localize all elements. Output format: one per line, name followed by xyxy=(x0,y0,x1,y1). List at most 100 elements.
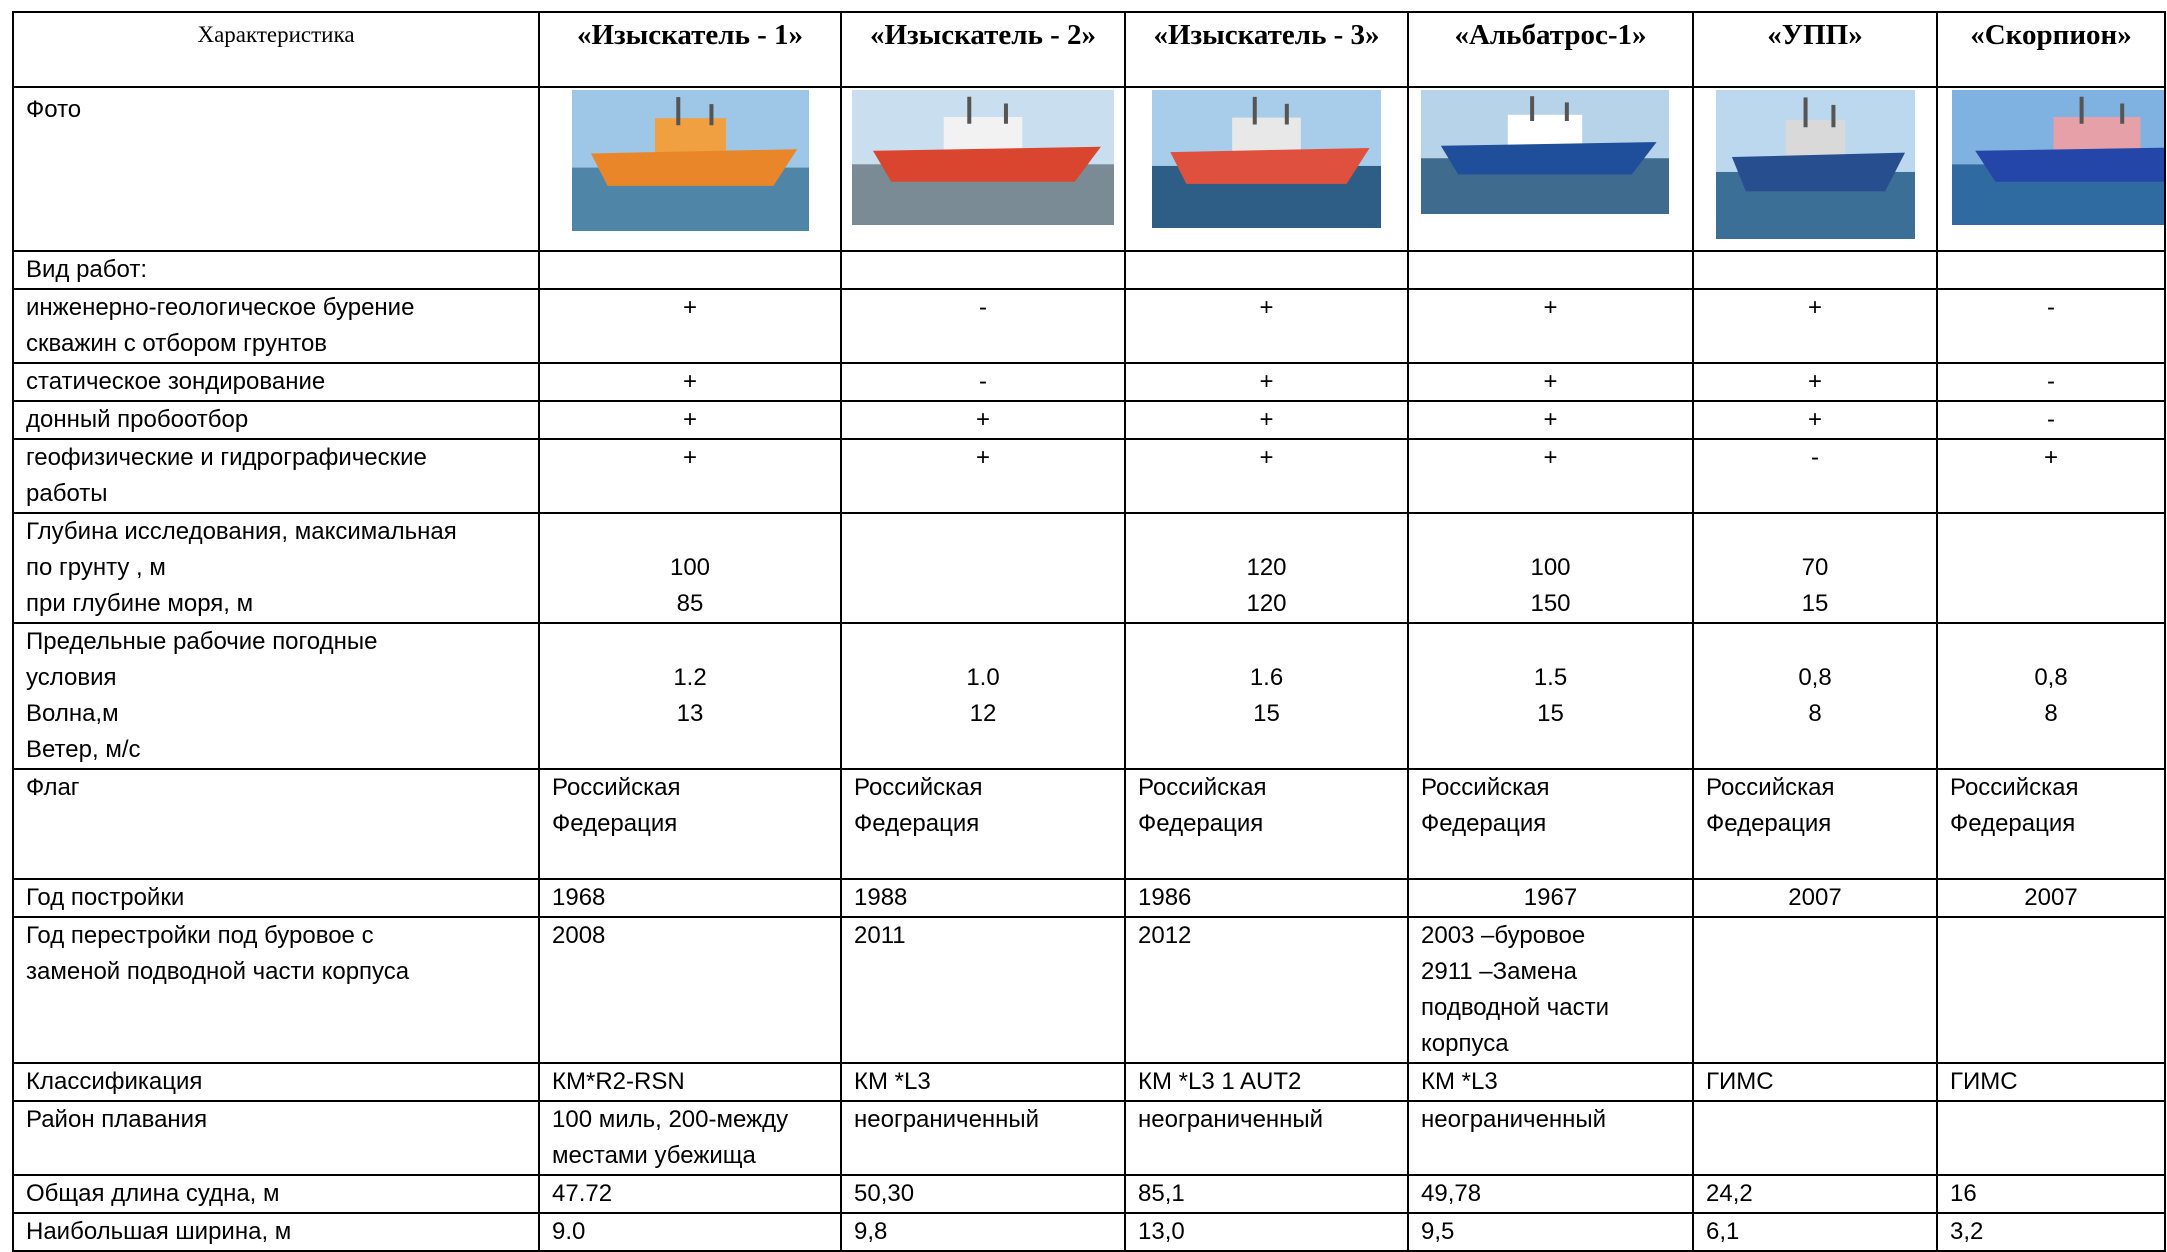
cell: ГИМС xyxy=(1937,1063,2165,1101)
cell: 2007 xyxy=(1693,879,1937,917)
cell: + xyxy=(1693,401,1937,439)
cell: + xyxy=(841,439,1125,513)
photo-row: Фото xyxy=(13,87,2165,251)
cell-line: Российская xyxy=(552,770,828,806)
cell-line: Глубина исследования, максимальная xyxy=(26,514,526,550)
cell xyxy=(1937,917,2165,1063)
cell-line: 1.0 xyxy=(854,660,1112,696)
cell-line: 100 xyxy=(552,550,828,586)
cell xyxy=(1693,1101,1937,1175)
cell-line: Федерация xyxy=(552,806,828,842)
ship-photo xyxy=(1952,90,2165,225)
cell-line: Год перестройки под буровое с xyxy=(26,918,526,954)
photo-cell xyxy=(1408,87,1693,251)
column-header: «Альбатрос-1» xyxy=(1408,12,1693,87)
cell: + xyxy=(1408,363,1693,401)
page: {"header": ["Характеристика", "«Изыскате… xyxy=(0,0,2167,1230)
cell-line: Российская xyxy=(1950,770,2152,806)
cell: неограниченный xyxy=(841,1101,1125,1175)
cell xyxy=(1937,1101,2165,1175)
cell-line: 100 xyxy=(1421,550,1680,586)
cell xyxy=(1693,251,1937,289)
cell: - xyxy=(841,363,1125,401)
cell: + xyxy=(1693,289,1937,363)
cell: КМ *L3 1 AUT2 xyxy=(1125,1063,1408,1101)
cell-line: 120 xyxy=(1138,586,1395,622)
cell: 9.0 xyxy=(539,1213,841,1251)
cell-line: Федерация xyxy=(1421,806,1680,842)
cell: + xyxy=(1408,289,1693,363)
cell xyxy=(539,251,841,289)
cell: - xyxy=(1693,439,1937,513)
row-label: Фото xyxy=(13,87,539,251)
cell-line: 150 xyxy=(1421,586,1680,622)
cell-line: 15 xyxy=(1421,696,1680,732)
cell-line: скважин с отбором грунтов xyxy=(26,326,526,362)
cell-line: заменой подводной части корпуса xyxy=(26,954,526,990)
cell: 1967 xyxy=(1408,879,1693,917)
cell xyxy=(841,513,1125,623)
table-row: донный пробоотбор+++++- xyxy=(13,401,2165,439)
cell-line: Предельные рабочие погодные xyxy=(26,624,526,660)
cell: 6,1 xyxy=(1693,1213,1937,1251)
row-label: Район плавания xyxy=(13,1101,539,1175)
cell: 47.72 xyxy=(539,1175,841,1213)
cell xyxy=(1408,251,1693,289)
cell: 16 xyxy=(1937,1175,2165,1213)
cell: 24,2 xyxy=(1693,1175,1937,1213)
ship-photo xyxy=(1716,90,1915,239)
cell xyxy=(1937,513,2165,623)
cell: 1988 xyxy=(841,879,1125,917)
cell: 1968 xyxy=(539,879,841,917)
cell: КМ *L3 xyxy=(1408,1063,1693,1101)
table-row: Вид работ: xyxy=(13,251,2165,289)
cell: 2007 xyxy=(1937,879,2165,917)
cell-line: 15 xyxy=(1706,586,1924,622)
cell-line: 2911 –Замена xyxy=(1421,954,1680,990)
cell-line: 0,8 xyxy=(1706,660,1924,696)
cell: 1986 xyxy=(1125,879,1408,917)
cell-line: по грунту , м xyxy=(26,550,526,586)
row-label: Год постройки xyxy=(13,879,539,917)
cell: - xyxy=(1937,289,2165,363)
photo-cell xyxy=(1937,87,2165,251)
cell: + xyxy=(539,401,841,439)
cell: 9,8 xyxy=(841,1213,1125,1251)
table-row: статическое зондирование+-+++- xyxy=(13,363,2165,401)
cell-line: Федерация xyxy=(1706,806,1924,842)
cell: + xyxy=(1408,401,1693,439)
cell xyxy=(1693,917,1937,1063)
cell-line: условия xyxy=(26,660,526,696)
cell xyxy=(1937,251,2165,289)
column-header: Характеристика xyxy=(13,12,539,87)
cell: - xyxy=(1937,401,2165,439)
cell-line: Федерация xyxy=(1950,806,2152,842)
cell: КМ *L3 xyxy=(841,1063,1125,1101)
cell-line: Российская xyxy=(1421,770,1680,806)
cell-line: Волна,м xyxy=(26,696,526,732)
row-label: Общая длина судна, м xyxy=(13,1175,539,1213)
cell-line: подводной части xyxy=(1421,990,1680,1026)
cell: + xyxy=(539,289,841,363)
cell-line: 2003 –буровое xyxy=(1421,918,1680,954)
column-header: «УПП» xyxy=(1693,12,1937,87)
cell-line: 1.2 xyxy=(552,660,828,696)
cell-line: 0,8 xyxy=(1950,660,2152,696)
